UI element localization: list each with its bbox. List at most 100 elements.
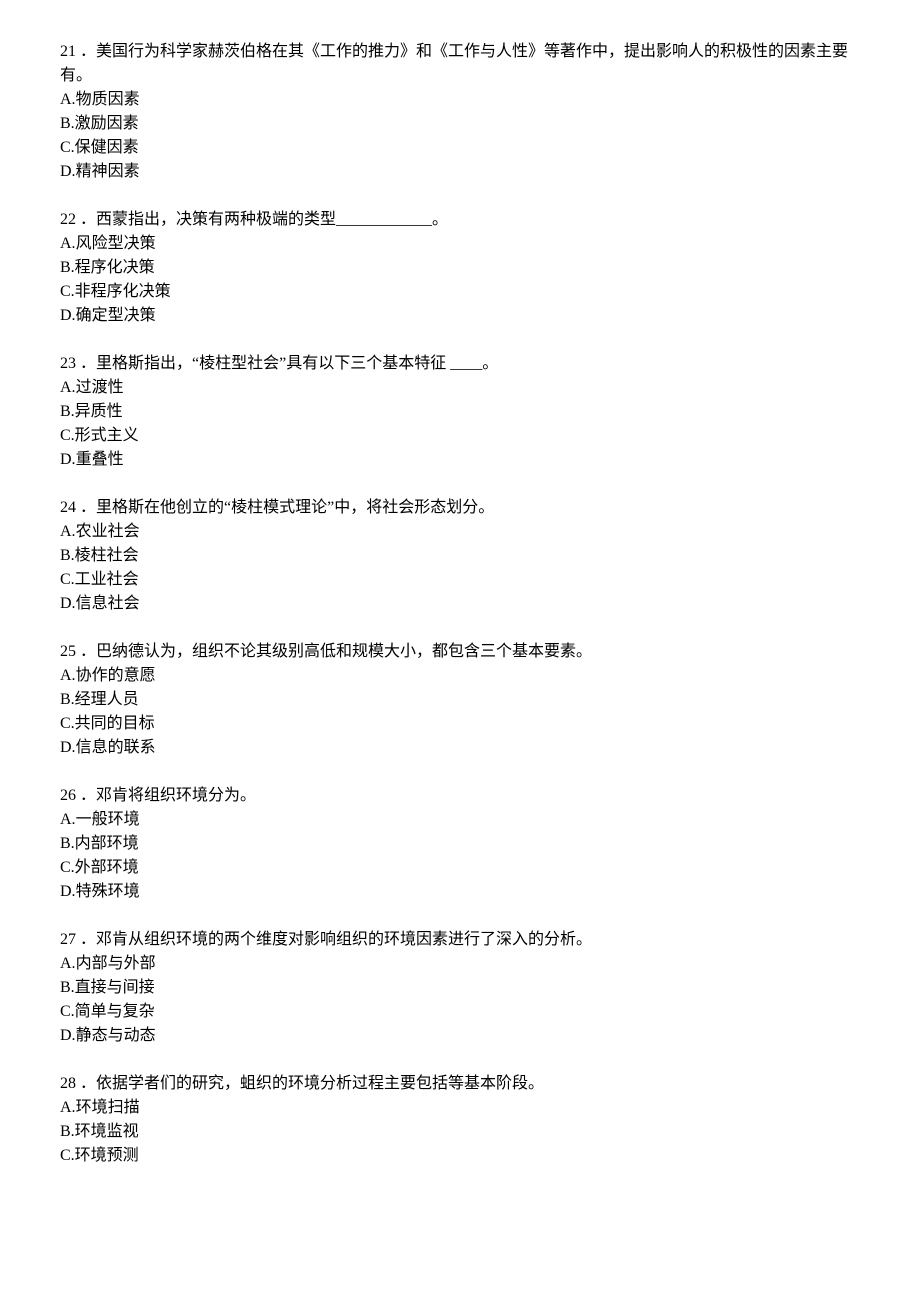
option-text: 保健因素 bbox=[75, 139, 139, 156]
question-text: 21 ．美国行为科学家赫茨伯格在其《工作的推力》和《工作与人性》等著作中，提出影… bbox=[60, 40, 860, 88]
option-text: 重叠性 bbox=[76, 451, 124, 468]
question-block: 28 ．依据学者们的研究，蛆织的环境分析过程主要包括等基本阶段。A.环境扫描B.… bbox=[60, 1072, 860, 1168]
option-label: C. bbox=[60, 859, 75, 876]
option-text: 风险型决策 bbox=[76, 235, 156, 252]
option-text: 简单与复杂 bbox=[75, 1003, 155, 1020]
option: B.内部环境 bbox=[60, 832, 860, 856]
option-label: A. bbox=[60, 379, 76, 396]
option: A.物质因素 bbox=[60, 88, 860, 112]
option-label: D. bbox=[60, 163, 76, 180]
option-text: 过渡性 bbox=[76, 379, 124, 396]
option: B.环境监视 bbox=[60, 1120, 860, 1144]
question-number: 28 bbox=[60, 1075, 76, 1092]
option-label: D. bbox=[60, 739, 76, 756]
option-text: 异质性 bbox=[75, 403, 123, 420]
option-label: D. bbox=[60, 307, 76, 324]
option-text: 协作的意愿 bbox=[76, 667, 156, 684]
option-label: B. bbox=[60, 835, 75, 852]
question-number: 27 bbox=[60, 931, 76, 948]
option: A.一般环境 bbox=[60, 808, 860, 832]
option-label: A. bbox=[60, 235, 76, 252]
option: D.精神因素 bbox=[60, 160, 860, 184]
option-label: A. bbox=[60, 955, 76, 972]
option-label: B. bbox=[60, 259, 75, 276]
option-text: 外部环境 bbox=[75, 859, 139, 876]
question-text: 23 ．里格斯指出，“棱柱型社会”具有以下三个基本特征 ____。 bbox=[60, 352, 860, 376]
question-body: ．巴纳德认为，组织不论其级别高低和规模大小，都包含三个基本要素。 bbox=[76, 643, 592, 660]
option-label: A. bbox=[60, 811, 76, 828]
option-label: D. bbox=[60, 1027, 76, 1044]
question-number: 21 bbox=[60, 43, 76, 60]
option-text: 形式主义 bbox=[75, 427, 139, 444]
option: C.保健因素 bbox=[60, 136, 860, 160]
option-text: 环境监视 bbox=[75, 1123, 139, 1140]
option: C.共同的目标 bbox=[60, 712, 860, 736]
option-text: 工业社会 bbox=[75, 571, 139, 588]
option: B.棱柱社会 bbox=[60, 544, 860, 568]
option-text: 程序化决策 bbox=[75, 259, 155, 276]
question-number: 22 bbox=[60, 211, 76, 228]
option: D.特殊环境 bbox=[60, 880, 860, 904]
option-label: B. bbox=[60, 691, 75, 708]
option: C.形式主义 bbox=[60, 424, 860, 448]
question-body: ．西蒙指出，决策有两种极端的类型____________。 bbox=[76, 211, 448, 228]
option-label: B. bbox=[60, 979, 75, 996]
question-text: 25 ．巴纳德认为，组织不论其级别高低和规模大小，都包含三个基本要素。 bbox=[60, 640, 860, 664]
option: D.信息社会 bbox=[60, 592, 860, 616]
option: C.工业社会 bbox=[60, 568, 860, 592]
option-text: 确定型决策 bbox=[76, 307, 156, 324]
question-number: 23 bbox=[60, 355, 76, 372]
option-label: A. bbox=[60, 1099, 76, 1116]
option-label: A. bbox=[60, 523, 76, 540]
question-body: ．里格斯在他创立的“棱柱模式理论”中，将社会形态划分。 bbox=[76, 499, 494, 516]
option-text: 静态与动态 bbox=[76, 1027, 156, 1044]
question-body: ．邓肯从组织环境的两个维度对影响组织的环境因素进行了深入的分析。 bbox=[76, 931, 592, 948]
option: D.静态与动态 bbox=[60, 1024, 860, 1048]
option-text: 农业社会 bbox=[76, 523, 140, 540]
option-text: 内部与外部 bbox=[76, 955, 156, 972]
option-label: C. bbox=[60, 427, 75, 444]
question-body: ．邓肯将组织环境分为。 bbox=[76, 787, 256, 804]
option-text: 棱柱社会 bbox=[75, 547, 139, 564]
question-block: 24 ．里格斯在他创立的“棱柱模式理论”中，将社会形态划分。A.农业社会B.棱柱… bbox=[60, 496, 860, 616]
question-block: 23 ．里格斯指出，“棱柱型社会”具有以下三个基本特征 ____。A.过渡性B.… bbox=[60, 352, 860, 472]
option-label: C. bbox=[60, 1147, 75, 1164]
questions-container: 21 ．美国行为科学家赫茨伯格在其《工作的推力》和《工作与人性》等著作中，提出影… bbox=[60, 40, 860, 1168]
option-text: 特殊环境 bbox=[76, 883, 140, 900]
question-number: 26 bbox=[60, 787, 76, 804]
option: C.环境预测 bbox=[60, 1144, 860, 1168]
option: A.协作的意愿 bbox=[60, 664, 860, 688]
question-block: 26 ．邓肯将组织环境分为。A.一般环境B.内部环境C.外部环境D.特殊环境 bbox=[60, 784, 860, 904]
option: B.程序化决策 bbox=[60, 256, 860, 280]
question-block: 25 ．巴纳德认为，组织不论其级别高低和规模大小，都包含三个基本要素。A.协作的… bbox=[60, 640, 860, 760]
option: A.农业社会 bbox=[60, 520, 860, 544]
question-text: 27 ．邓肯从组织环境的两个维度对影响组织的环境因素进行了深入的分析。 bbox=[60, 928, 860, 952]
option-text: 环境预测 bbox=[75, 1147, 139, 1164]
question-block: 27 ．邓肯从组织环境的两个维度对影响组织的环境因素进行了深入的分析。A.内部与… bbox=[60, 928, 860, 1048]
option-text: 激励因素 bbox=[75, 115, 139, 132]
option: D.信息的联系 bbox=[60, 736, 860, 760]
option-label: C. bbox=[60, 571, 75, 588]
option: B.经理人员 bbox=[60, 688, 860, 712]
option-label: D. bbox=[60, 451, 76, 468]
option-label: B. bbox=[60, 403, 75, 420]
option-label: C. bbox=[60, 139, 75, 156]
option-label: A. bbox=[60, 667, 76, 684]
option: A.环境扫描 bbox=[60, 1096, 860, 1120]
option: D.重叠性 bbox=[60, 448, 860, 472]
question-text: 28 ．依据学者们的研究，蛆织的环境分析过程主要包括等基本阶段。 bbox=[60, 1072, 860, 1096]
option-label: A. bbox=[60, 91, 76, 108]
option-text: 非程序化决策 bbox=[75, 283, 171, 300]
question-block: 22 ．西蒙指出，决策有两种极端的类型____________。A.风险型决策B… bbox=[60, 208, 860, 328]
question-block: 21 ．美国行为科学家赫茨伯格在其《工作的推力》和《工作与人性》等著作中，提出影… bbox=[60, 40, 860, 184]
option-text: 信息社会 bbox=[76, 595, 140, 612]
question-body: ．依据学者们的研究，蛆织的环境分析过程主要包括等基本阶段。 bbox=[76, 1075, 544, 1092]
option: B.直接与间接 bbox=[60, 976, 860, 1000]
option: A.过渡性 bbox=[60, 376, 860, 400]
option: C.外部环境 bbox=[60, 856, 860, 880]
option: A.内部与外部 bbox=[60, 952, 860, 976]
option-text: 精神因素 bbox=[76, 163, 140, 180]
option-text: 物质因素 bbox=[76, 91, 140, 108]
question-text: 24 ．里格斯在他创立的“棱柱模式理论”中，将社会形态划分。 bbox=[60, 496, 860, 520]
option-text: 经理人员 bbox=[75, 691, 139, 708]
